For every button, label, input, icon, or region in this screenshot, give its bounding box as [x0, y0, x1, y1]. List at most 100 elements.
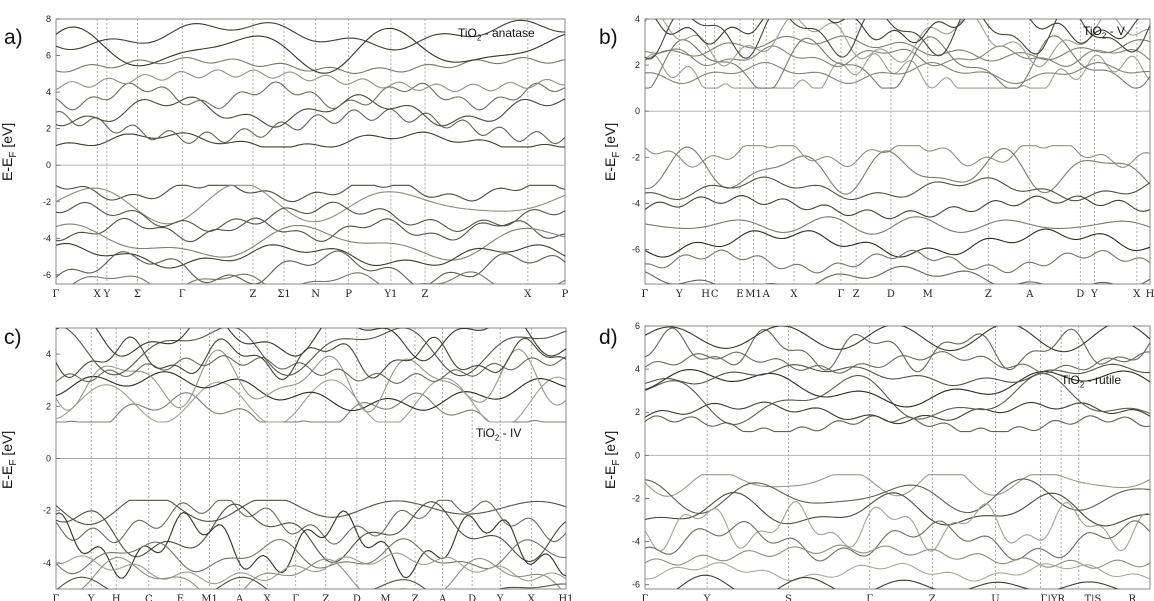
band-curve — [645, 544, 1150, 569]
band-curve — [645, 35, 1150, 62]
band-curve — [71, 271, 565, 284]
x-tick-label: M1 — [745, 289, 762, 300]
x-tick-label: Γ|Y — [1041, 594, 1058, 601]
plot-frame — [644, 325, 1151, 590]
panel-letter: a) — [4, 26, 23, 49]
band-plot-tio2-iv: -4 -2 0 2 4 Γ Y H C E M1 A X Γ Z D M Z A D Y X H1 — [43, 327, 574, 601]
x-tick-label: Σ1 — [277, 289, 290, 300]
band-curve — [56, 19, 565, 51]
y-axis-label: E-EF [eV] — [0, 430, 20, 490]
x-tick-label: Y — [703, 594, 711, 601]
x-tick-label: E — [177, 594, 184, 601]
y-tick-label: 2 — [635, 407, 640, 417]
band-curve — [645, 19, 1150, 60]
band-curve — [645, 146, 1150, 195]
x-tick-label: A — [438, 594, 447, 601]
panel-anatase: -6 -4 -2 0 2 4 6 8 Γ X Y Σ Γ Z Σ1 N P Y1 Z X P a) E-EF [eV] … — [0, 0, 577, 300]
band-curve — [56, 108, 565, 145]
x-tick-label: H — [1146, 289, 1154, 300]
panel-letter: b) — [599, 26, 618, 49]
y-tick-label: 2 — [635, 60, 640, 70]
y-tick-label: -2 — [43, 197, 51, 207]
y-axis-label: E-EF [eV] — [602, 430, 623, 490]
x-tick-label: X — [94, 289, 102, 300]
x-tick-label: D — [887, 289, 895, 300]
x-tick-label: Z — [322, 594, 329, 601]
band-curve — [645, 61, 1150, 85]
plot-frame — [644, 18, 1151, 285]
bands-group — [645, 326, 1150, 589]
material-label: TiO2 - V — [1083, 24, 1126, 41]
x-tick-label: X — [264, 594, 272, 601]
y-tick-label: 4 — [46, 87, 51, 97]
x-tick-label: X — [528, 594, 536, 601]
x-tick-label: A — [762, 289, 771, 300]
y-tick-label: 0 — [46, 454, 51, 464]
band-curve — [645, 351, 1150, 374]
bands-group — [56, 328, 566, 589]
x-tick-label: Γ — [642, 594, 649, 601]
panel-letter: d) — [599, 326, 618, 349]
band-curve — [56, 250, 565, 284]
band-curve — [645, 249, 1150, 274]
y-tick-label: 6 — [46, 51, 51, 61]
band-curve — [56, 201, 565, 233]
bands-group — [645, 19, 1150, 284]
y-tick-label: 4 — [635, 14, 640, 24]
band-curve — [56, 56, 565, 74]
y-tick-label: 8 — [46, 14, 51, 24]
x-tick-label: C — [145, 594, 153, 601]
x-tick-label: Y — [87, 594, 95, 601]
panel-tio2-iv: -4 -2 0 2 4 Γ Y H C E M1 A X Γ Z D M Z A D Y X H1 c) E-EF [eV]… — [0, 300, 577, 601]
band-curve — [645, 401, 1150, 425]
y-tick-label: 2 — [46, 124, 51, 134]
band-curve — [56, 242, 565, 269]
y-tick-label: 6 — [635, 321, 640, 331]
x-tick-label: Z — [853, 289, 860, 300]
material-label: TiO2 - anatase — [458, 26, 535, 43]
band-curve — [645, 520, 1150, 562]
x-tick-label: U — [991, 594, 999, 601]
y-tick-label: 0 — [635, 450, 640, 460]
band-curve — [645, 216, 1150, 235]
band-curve — [645, 19, 1150, 68]
band-curve — [645, 369, 1150, 408]
x-tick-label: D — [1076, 289, 1084, 300]
band-curve — [56, 355, 566, 384]
band-curve — [645, 53, 1150, 89]
material-label: TiO2 - IV — [476, 426, 522, 443]
x-tick-label: P — [345, 289, 352, 300]
band-curve — [56, 69, 565, 93]
panel-tio2-v: -6 -4 -2 0 2 4 Γ Y H C E M1 A X Γ Z D M Z A D Y X H b) E-EF [eV… — [577, 0, 1154, 300]
x-tick-label: Y — [675, 289, 683, 300]
x-tick-label: Σ — [134, 289, 141, 300]
x-tick-label: Γ — [53, 289, 60, 300]
x-tick-label: Y1 — [383, 289, 397, 300]
band-curve — [56, 184, 565, 225]
x-tick-label: T|S — [1084, 594, 1101, 601]
x-tick-label: Γ — [292, 594, 299, 601]
y-axis-label: E-EF [eV] — [0, 122, 20, 182]
x-tick-label: Z — [412, 594, 419, 601]
y-tick-label: -6 — [632, 244, 640, 254]
x-tick-label: X — [1133, 289, 1141, 300]
x-tick-label: Γ — [837, 289, 844, 300]
panel-letter: c) — [4, 326, 22, 349]
band-curve — [64, 328, 566, 377]
x-tick-label: Γ — [866, 594, 873, 601]
x-tick-label: A — [1025, 289, 1034, 300]
y-tick-label: 0 — [635, 106, 640, 116]
x-tick-label: Γ — [642, 289, 649, 300]
x-tick-label: H1 — [558, 594, 573, 601]
y-tick-label: -6 — [632, 580, 640, 590]
band-curve — [56, 371, 566, 412]
x-tick-label: H — [112, 594, 121, 601]
x-tick-label: Y — [1090, 289, 1098, 300]
x-tick-label: Z — [985, 289, 992, 300]
x-tick-label: D — [353, 594, 361, 601]
x-tick-label: D — [468, 594, 476, 601]
y-tick-label: -4 — [632, 537, 640, 547]
